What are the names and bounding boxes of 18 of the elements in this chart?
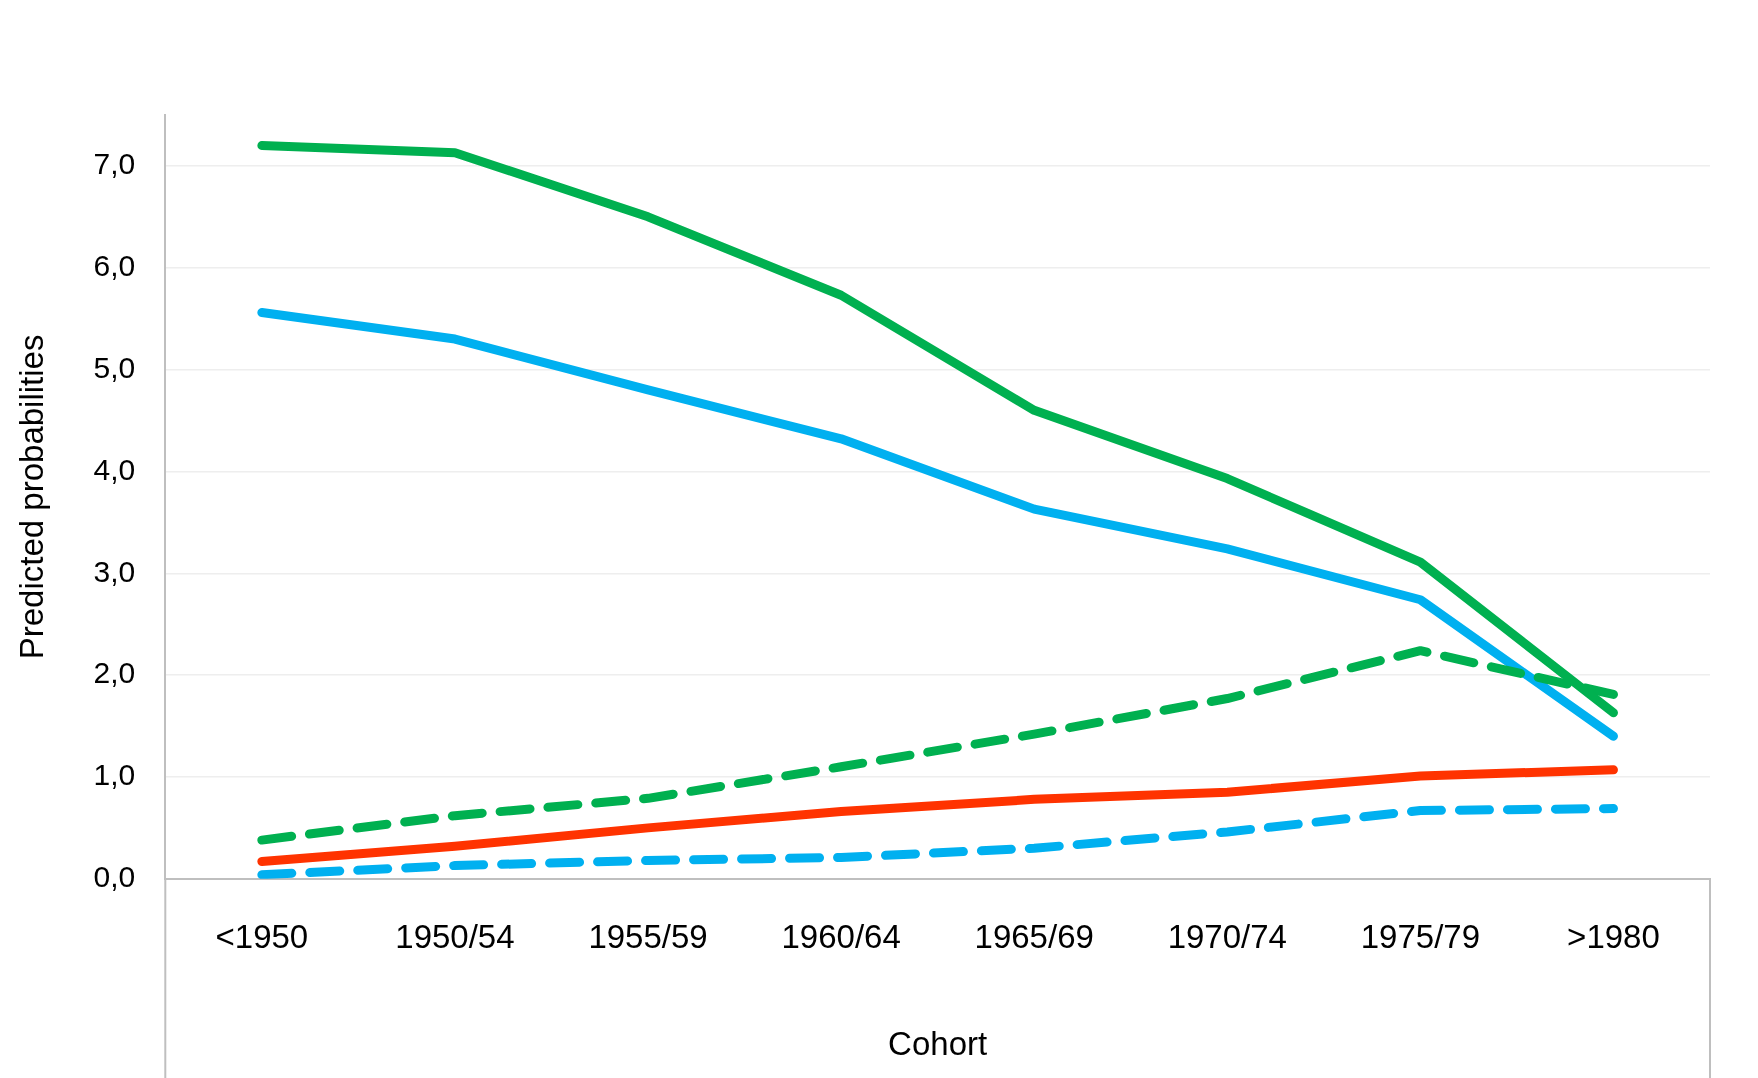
x-tick-label: 1950/54: [395, 917, 515, 955]
y-tick-label: 7,0: [93, 147, 136, 181]
x-axis-title: Cohort: [888, 1025, 988, 1063]
x-tick-label: 1965/69: [974, 917, 1094, 955]
x-tick-label: >1980: [1567, 917, 1660, 955]
y-axis-title: Predicted probabilities: [12, 334, 50, 660]
y-tick-label: 0,0: [93, 860, 136, 894]
x-tick-label: 1975/79: [1360, 917, 1481, 955]
y-tick-label: 5,0: [93, 350, 136, 384]
y-tick-label: 2,0: [93, 656, 136, 690]
y-tick-label: 4,0: [93, 452, 136, 486]
x-tick-label: 1960/64: [781, 917, 901, 955]
y-tick-label: 6,0: [93, 249, 136, 283]
x-tick-label: <1950: [215, 917, 309, 955]
y-tick-label: 1,0: [93, 758, 136, 792]
x-tick-label: 1970/74: [1167, 917, 1287, 955]
y-tick-label: 3,0: [93, 554, 136, 588]
x-tick-label: 1955/59: [588, 917, 708, 955]
